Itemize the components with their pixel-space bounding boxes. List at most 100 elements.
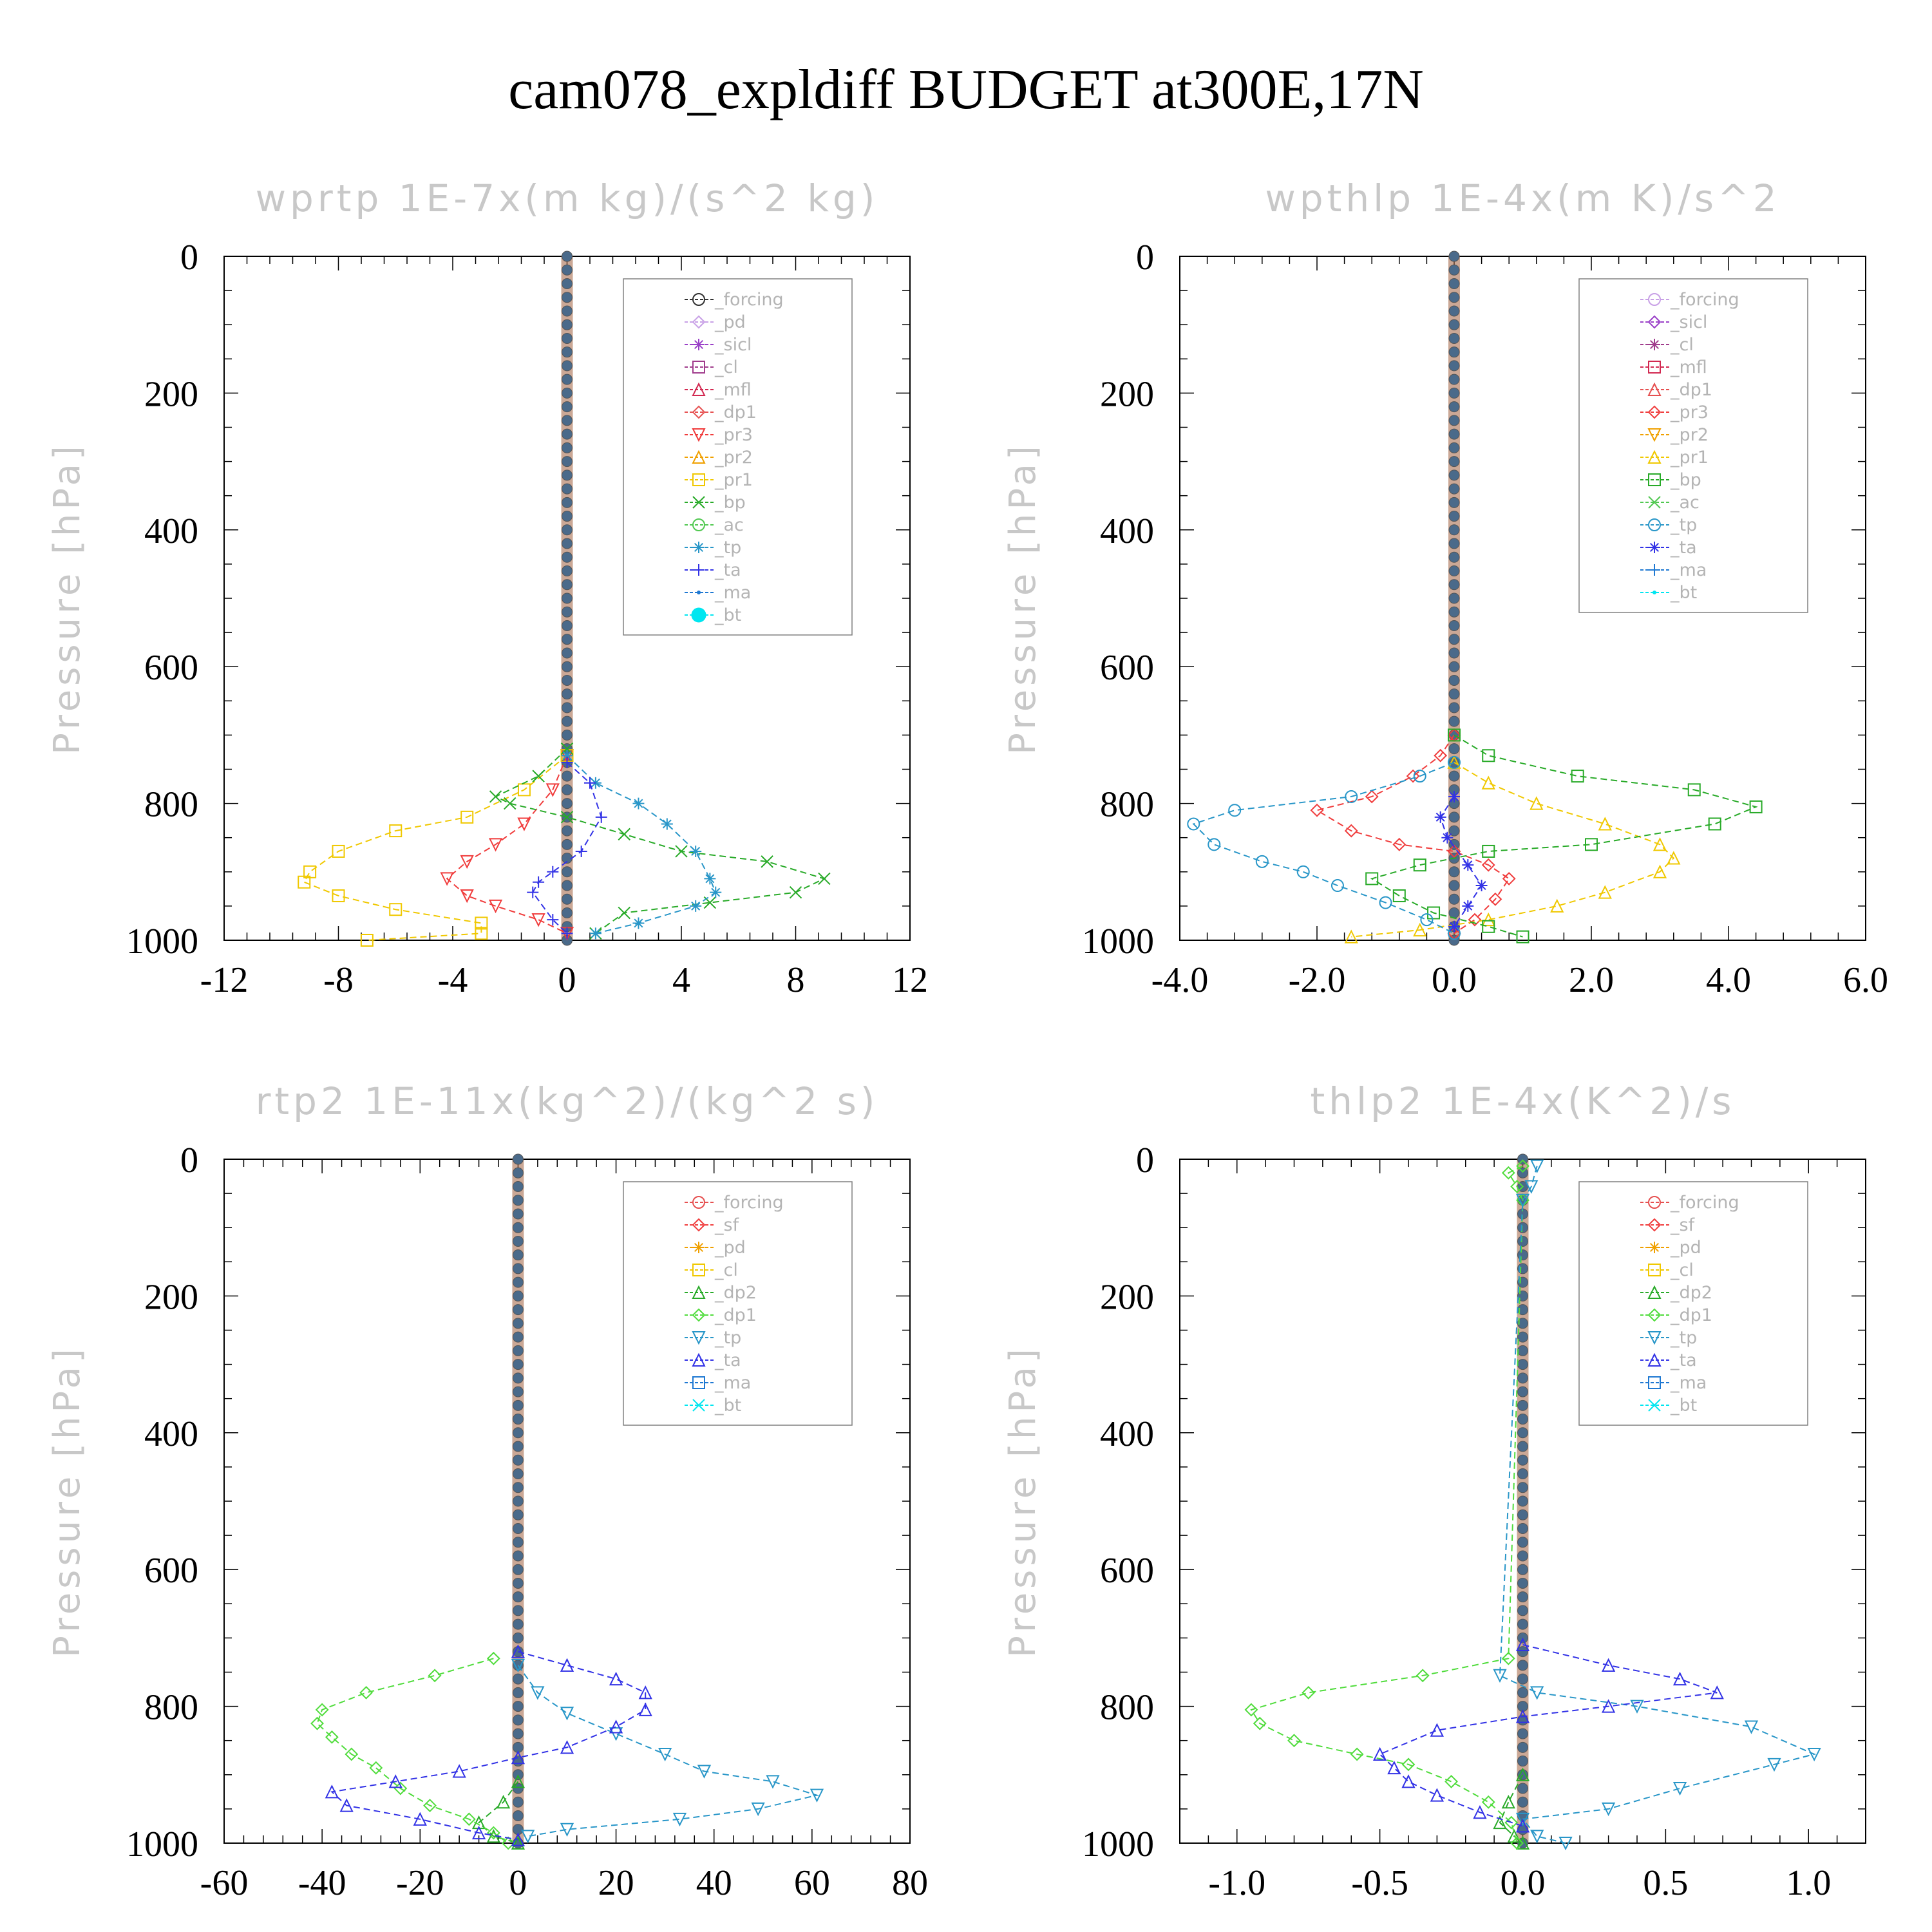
data-point xyxy=(511,1750,526,1765)
data-point xyxy=(1530,1830,1544,1844)
zero-column-marker xyxy=(1517,1660,1528,1671)
series-bp xyxy=(1365,728,1763,943)
zero-column-marker xyxy=(512,1235,524,1247)
zero-column-marker xyxy=(1448,647,1460,659)
zero-column-marker xyxy=(1517,1796,1528,1808)
data-point xyxy=(1344,824,1358,838)
zero-column-marker xyxy=(1517,1386,1528,1397)
x-tick-label: 60 xyxy=(794,1863,830,1903)
legend-marker xyxy=(1649,1242,1660,1253)
legend-marker xyxy=(1647,315,1662,329)
data-point xyxy=(1515,1767,1530,1781)
data-point xyxy=(1571,770,1584,783)
zero-column-marker xyxy=(1448,838,1460,850)
data-point xyxy=(1310,803,1324,817)
zero-column-marker xyxy=(562,278,573,289)
legend-label: _dp2 xyxy=(1670,1283,1712,1303)
data-point xyxy=(1444,1775,1458,1788)
data-point xyxy=(1420,913,1434,927)
y-tick-label: 800 xyxy=(1100,785,1154,825)
zero-column-marker xyxy=(512,1522,524,1534)
data-point xyxy=(531,1686,545,1700)
zero-column-marker xyxy=(512,1249,524,1261)
zero-column xyxy=(561,251,573,946)
zero-column-marker xyxy=(1448,387,1460,399)
legend-marker xyxy=(1649,339,1660,350)
legend-marker xyxy=(692,1376,705,1389)
data-point xyxy=(521,1830,535,1844)
zero-column-marker xyxy=(512,1577,524,1589)
data-point xyxy=(1630,1700,1644,1714)
series-line xyxy=(330,1651,647,1841)
legend-label: _tp xyxy=(1670,515,1697,535)
zero-column-marker xyxy=(512,1564,524,1575)
zero-column-marker xyxy=(1517,1318,1528,1329)
zero-column-marker xyxy=(512,1482,524,1493)
data-point xyxy=(393,1781,408,1795)
legend-marker xyxy=(692,450,706,464)
zero-column-marker xyxy=(1517,1687,1528,1698)
series-tp xyxy=(1493,1159,1821,1851)
data-point xyxy=(672,1812,687,1827)
zero-column-marker xyxy=(1517,1564,1528,1575)
data-point xyxy=(1598,817,1612,831)
zero-column-marker xyxy=(562,428,573,440)
data-point xyxy=(504,797,516,810)
data-point xyxy=(561,750,573,762)
data-point xyxy=(511,1832,526,1846)
zero-column-marker xyxy=(512,1701,524,1712)
legend-box xyxy=(623,1181,853,1426)
zero-column-marker xyxy=(512,1290,524,1302)
data-point xyxy=(1481,912,1495,927)
data-point xyxy=(1350,1747,1364,1761)
data-point xyxy=(1501,1166,1515,1180)
zero-column-marker xyxy=(1448,483,1460,495)
zero-column-marker xyxy=(562,880,573,891)
zero-column-marker xyxy=(562,620,573,631)
data-point xyxy=(618,828,630,841)
legend-label: _tp xyxy=(714,1328,741,1348)
zero-column-marker xyxy=(512,1591,524,1603)
legend-box xyxy=(1578,1181,1808,1426)
legend-label: _pr1 xyxy=(1670,448,1709,468)
data-point xyxy=(1392,837,1406,851)
x-tick-label: -40 xyxy=(298,1863,346,1903)
data-point xyxy=(1331,879,1344,893)
data-point xyxy=(1550,898,1564,913)
x-tick-label: 12 xyxy=(892,960,928,1000)
data-point xyxy=(1365,872,1379,886)
data-point xyxy=(1401,1774,1416,1788)
zero-column-marker xyxy=(1517,1399,1528,1411)
zero-column-marker xyxy=(512,1372,524,1384)
data-point xyxy=(560,1658,574,1672)
x-tick-label: 0.0 xyxy=(1432,960,1477,1000)
legend-marker xyxy=(1647,1352,1662,1367)
zero-column-marker xyxy=(1517,1728,1528,1739)
y-tick-label: 800 xyxy=(1100,1688,1154,1728)
data-point xyxy=(561,756,573,768)
legend-label: _ta xyxy=(1670,538,1697,558)
legend-marker xyxy=(691,607,706,623)
x-tick-label: 0.0 xyxy=(1501,1863,1546,1903)
y-axis-label: Pressure [hPa] xyxy=(1002,1345,1044,1658)
zero-column-marker xyxy=(1448,770,1460,782)
data-point xyxy=(609,1727,623,1741)
legend-marker xyxy=(1648,293,1661,306)
data-point xyxy=(1187,817,1200,831)
zero-column-marker xyxy=(562,319,573,330)
data-point xyxy=(1365,790,1379,804)
zero-column-marker xyxy=(512,1153,524,1165)
zero-column-marker xyxy=(1517,1577,1528,1589)
data-point xyxy=(1481,775,1495,790)
legend-marker xyxy=(692,1218,706,1232)
zero-column-marker xyxy=(562,442,573,453)
data-point xyxy=(1373,1747,1387,1761)
series-line xyxy=(303,755,568,941)
data-point xyxy=(560,1740,574,1754)
data-point xyxy=(1481,1795,1495,1809)
legend-label: _cl xyxy=(714,357,738,377)
data-point xyxy=(496,1795,511,1809)
legend-label: _ta xyxy=(714,560,741,580)
zero-column-marker xyxy=(1517,1167,1528,1179)
